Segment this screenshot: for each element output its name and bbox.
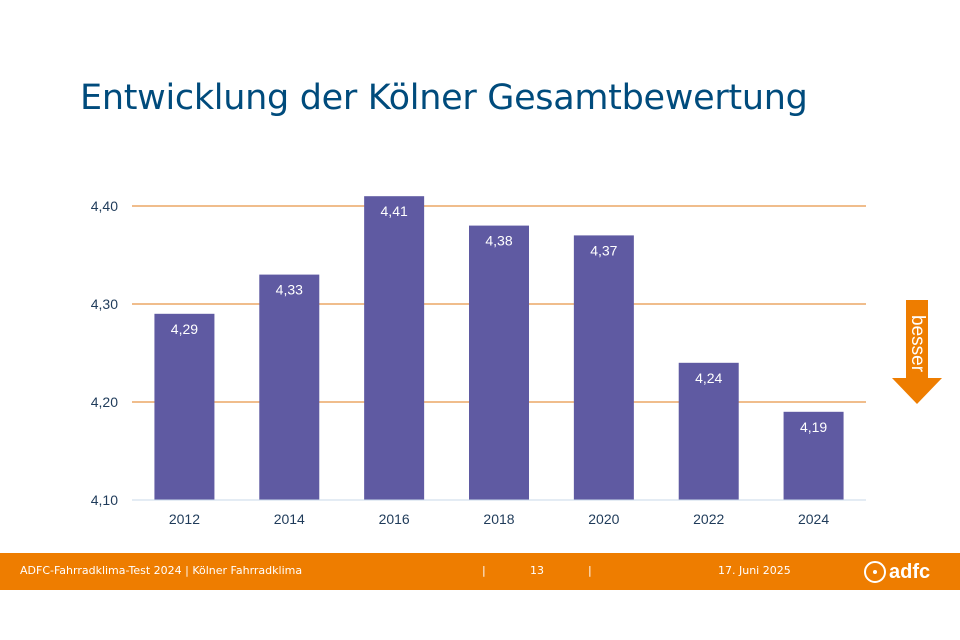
bar xyxy=(573,235,634,500)
y-tick-label: 4,30 xyxy=(91,296,118,312)
x-tick-label: 2020 xyxy=(588,511,619,527)
data-label: 4,38 xyxy=(485,233,512,249)
bar xyxy=(154,313,215,500)
data-label: 4,24 xyxy=(695,370,722,386)
besser-label: besser xyxy=(907,315,928,373)
logo-circle-icon xyxy=(864,561,886,583)
bar xyxy=(678,362,739,500)
bar xyxy=(469,225,529,500)
slide-title: Entwicklung der Kölner Gesamtbewertung xyxy=(80,78,808,118)
footer-bar: ADFC-Fahrradklima-Test 2024 | Kölner Fah… xyxy=(0,553,960,590)
bar xyxy=(259,274,320,500)
logo-text: adfc xyxy=(889,560,931,583)
footer-separator: | xyxy=(482,564,486,577)
data-label: 4,41 xyxy=(381,203,408,219)
y-tick-label: 4,20 xyxy=(91,394,118,410)
adfc-logo: adfc xyxy=(864,558,930,586)
page-number: 13 xyxy=(530,564,544,577)
x-tick-label: 2012 xyxy=(169,511,200,527)
y-tick-label: 4,40 xyxy=(91,198,118,214)
x-tick-label: 2018 xyxy=(483,511,514,527)
bar xyxy=(364,196,425,500)
x-tick-label: 2022 xyxy=(693,511,724,527)
arrow-down-icon xyxy=(892,300,942,404)
x-tick-label: 2016 xyxy=(379,511,410,527)
footer-separator: | xyxy=(588,564,592,577)
data-label: 4,29 xyxy=(171,321,198,337)
bar-chart: 4,10 4,20 4,30 4,40 4,29 2012 4,33 2014 4,41 2016… xyxy=(91,196,866,527)
x-tick-label: 2024 xyxy=(798,511,829,527)
footer-title: ADFC-Fahrradklima-Test 2024 | Kölner Fah… xyxy=(20,564,303,577)
y-tick-label: 4,10 xyxy=(91,492,118,508)
data-label: 4,33 xyxy=(276,282,303,298)
x-tick-label: 2014 xyxy=(274,511,305,527)
bar xyxy=(783,411,844,500)
data-label: 4,37 xyxy=(590,242,617,258)
data-label: 4,19 xyxy=(800,419,827,435)
footer-date: 17. Juni 2025 xyxy=(718,564,791,577)
